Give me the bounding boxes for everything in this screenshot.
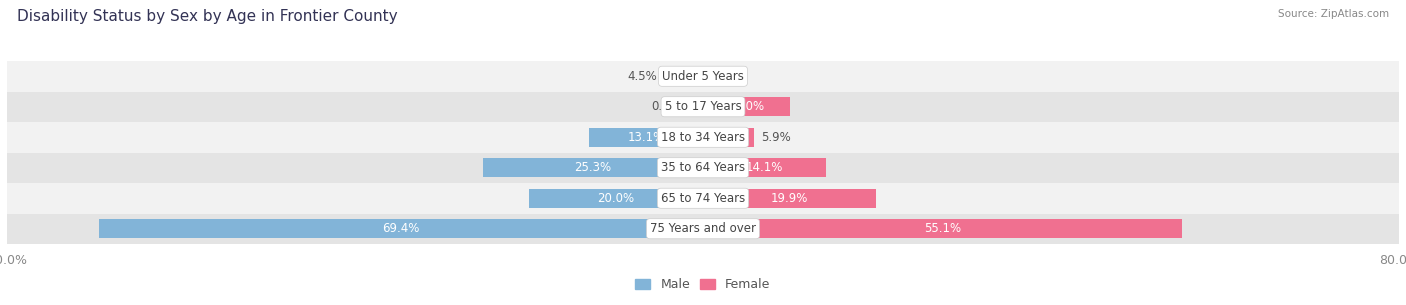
Text: 4.5%: 4.5% [627, 70, 657, 83]
Bar [703, 189, 876, 208]
Bar [664, 67, 703, 86]
Bar [7, 122, 1399, 152]
Text: 0.87%: 0.87% [651, 100, 689, 113]
Text: 69.4%: 69.4% [382, 222, 420, 235]
Text: 25.3%: 25.3% [575, 161, 612, 174]
Legend: Male, Female: Male, Female [630, 273, 776, 296]
Bar [100, 219, 703, 238]
Text: 18 to 34 Years: 18 to 34 Years [661, 131, 745, 144]
Text: 5.9%: 5.9% [761, 131, 792, 144]
Text: Under 5 Years: Under 5 Years [662, 70, 744, 83]
Text: 10.0%: 10.0% [728, 100, 765, 113]
Text: 19.9%: 19.9% [770, 192, 808, 205]
Text: 0.0%: 0.0% [710, 70, 740, 83]
Text: 5 to 17 Years: 5 to 17 Years [665, 100, 741, 113]
Text: 13.1%: 13.1% [627, 131, 665, 144]
Bar [703, 158, 825, 177]
Bar [589, 128, 703, 147]
Text: 14.1%: 14.1% [745, 161, 783, 174]
Bar [7, 92, 1399, 122]
Text: 20.0%: 20.0% [598, 192, 634, 205]
Text: 65 to 74 Years: 65 to 74 Years [661, 192, 745, 205]
Bar [529, 189, 703, 208]
Text: 35 to 64 Years: 35 to 64 Years [661, 161, 745, 174]
Text: 75 Years and over: 75 Years and over [650, 222, 756, 235]
Bar [7, 152, 1399, 183]
Bar [482, 158, 703, 177]
Bar [7, 214, 1399, 244]
Text: Disability Status by Sex by Age in Frontier County: Disability Status by Sex by Age in Front… [17, 9, 398, 24]
Bar [703, 128, 755, 147]
Text: Source: ZipAtlas.com: Source: ZipAtlas.com [1278, 9, 1389, 19]
Bar [696, 97, 703, 116]
Text: 55.1%: 55.1% [924, 222, 962, 235]
Bar [703, 97, 790, 116]
Bar [7, 61, 1399, 92]
Bar [703, 219, 1182, 238]
Bar [7, 183, 1399, 214]
